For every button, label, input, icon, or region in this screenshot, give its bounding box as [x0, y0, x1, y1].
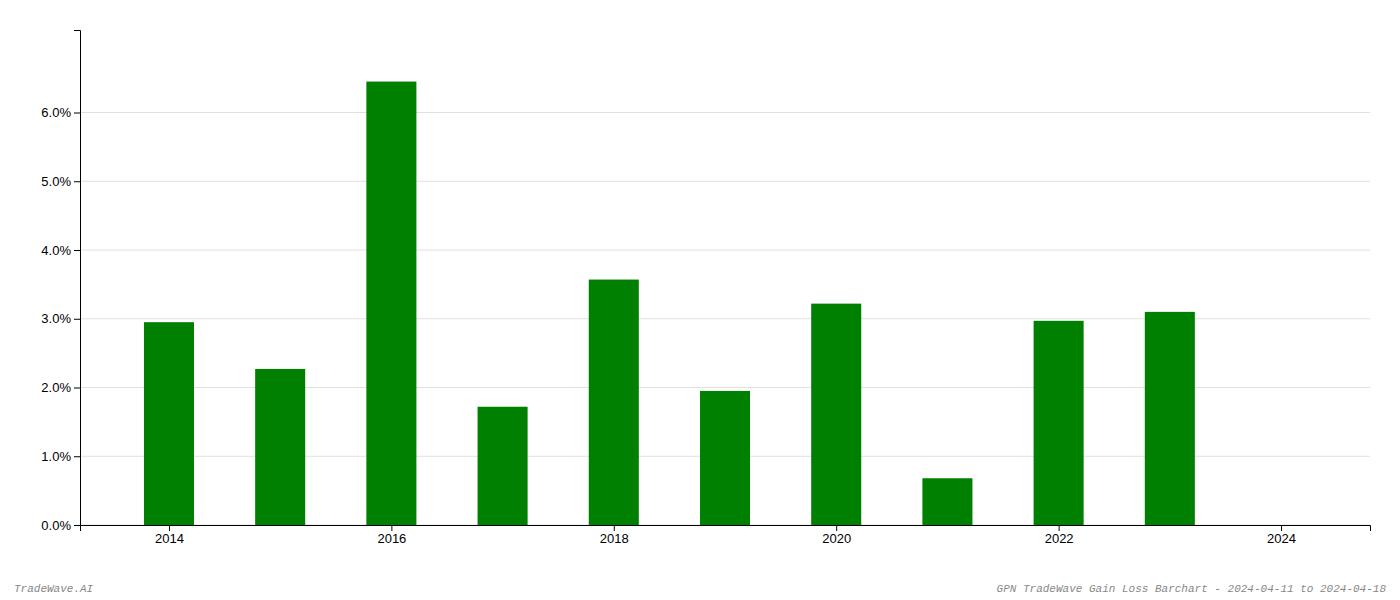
x-tick-label: 2014 — [155, 531, 184, 546]
y-tick-label: 1.0% — [41, 449, 71, 464]
y-tick-label: 3.0% — [41, 311, 71, 326]
plot: 2014 2016 2018 2020 2022 2024 0.0% 1.0% 2.0% 3.0%… — [41, 31, 1370, 547]
y-tick: 5.0% — [41, 174, 80, 189]
bar — [589, 280, 639, 525]
y-axis: 0.0% 1.0% 2.0% 3.0% 4.0% 5.0% 6.0% — [41, 31, 80, 533]
y-tick-mark — [74, 388, 80, 389]
y-tick-mark — [74, 319, 80, 320]
x-tick: 2018 — [600, 525, 629, 546]
y-tick-mark — [74, 250, 80, 251]
chart: 2014 2016 2018 2020 2022 2024 0.0% 1.0% 2.0% 3.0%… — [0, 0, 1400, 600]
bar — [478, 407, 528, 525]
x-tick: 2016 — [377, 525, 406, 546]
x-tick-label: 2020 — [822, 531, 851, 546]
x-tick-mark — [836, 525, 837, 531]
grid — [80, 113, 1370, 526]
bar — [922, 478, 972, 525]
y-tick: 6.0% — [41, 105, 80, 120]
x-tick-label: 2018 — [600, 531, 629, 546]
bars — [144, 82, 1195, 525]
footer: TradeWave.AI — [14, 583, 94, 595]
y-tick-label: 2.0% — [41, 380, 71, 395]
x-axis: 2014 2016 2018 2020 2022 2024 — [81, 525, 1371, 546]
grid-line — [80, 112, 1370, 113]
x-tick-mark — [1281, 525, 1282, 531]
y-tick: 0.0% — [41, 518, 80, 533]
y-tick-label: 5.0% — [41, 174, 71, 189]
grid-line — [80, 250, 1370, 251]
x-tick-mark — [391, 525, 392, 531]
x-tick-mark — [169, 525, 170, 531]
x-tick-label: 2022 — [1045, 531, 1074, 546]
x-tick: 2014 — [155, 525, 184, 546]
y-tick: 2.0% — [41, 380, 80, 395]
grid-line — [80, 181, 1370, 182]
x-axis-line — [81, 526, 1371, 532]
footer: GPN TradeWave Gain Loss Barchart - 2024-… — [997, 583, 1387, 595]
x-tick-mark — [1059, 525, 1060, 531]
x-tick: 2024 — [1267, 525, 1296, 546]
y-tick-mark — [74, 113, 80, 114]
y-axis-line — [74, 31, 81, 526]
bar — [255, 369, 305, 525]
x-tick-label: 2024 — [1267, 531, 1296, 546]
y-tick-label: 0.0% — [41, 518, 71, 533]
y-tick: 4.0% — [41, 243, 80, 258]
y-tick-mark — [74, 181, 80, 182]
x-tick: 2020 — [822, 525, 851, 546]
bar — [144, 322, 194, 525]
y-tick-label: 6.0% — [41, 105, 71, 120]
bar — [700, 391, 750, 525]
y-tick-mark — [74, 525, 80, 526]
x-tick-label: 2016 — [377, 531, 406, 546]
bar — [366, 82, 416, 525]
y-tick: 1.0% — [41, 449, 80, 464]
y-tick: 3.0% — [41, 311, 80, 326]
y-tick-mark — [74, 456, 80, 457]
x-tick: 2022 — [1045, 525, 1074, 546]
y-tick-label: 4.0% — [41, 243, 71, 258]
bar — [1034, 321, 1084, 525]
bar — [1145, 312, 1195, 525]
bar — [811, 304, 861, 525]
x-tick-mark — [614, 525, 615, 531]
